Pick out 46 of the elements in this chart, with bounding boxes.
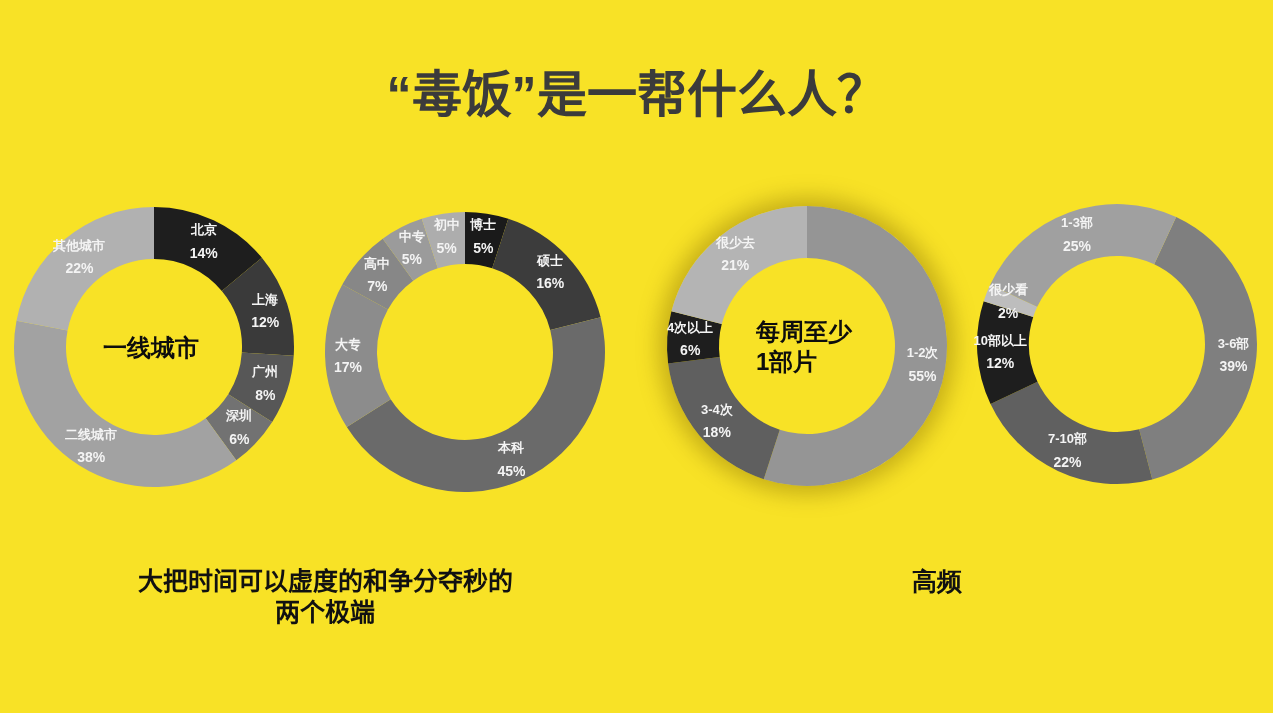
- data-label: 6%: [229, 430, 250, 447]
- slice-label: 二线城市: [65, 426, 118, 442]
- data-label: 14%: [189, 244, 219, 261]
- data-label: 17%: [334, 359, 363, 376]
- data-label: 38%: [77, 449, 106, 466]
- data-label: 2%: [997, 304, 1019, 321]
- slice-label: 中专: [398, 228, 425, 244]
- slice-label: 3-4次: [700, 401, 734, 417]
- data-label: 55%: [908, 367, 938, 384]
- data-label: 5%: [473, 239, 494, 256]
- data-label: 5%: [401, 251, 423, 268]
- slice-label: 深圳: [225, 408, 253, 424]
- data-label: 22%: [1053, 453, 1083, 470]
- data-label: 18%: [702, 424, 732, 441]
- text: 大把时间可以虚度的和争分夺秒的两个极端: [136, 566, 514, 628]
- data-label: 16%: [536, 275, 565, 292]
- slice-label: 1-2次: [906, 345, 940, 361]
- slice-label: 很少看: [987, 282, 1028, 298]
- slice-label: 广州: [251, 364, 279, 380]
- data-label: 39%: [1219, 358, 1249, 375]
- slice-label: 博士: [469, 217, 497, 233]
- data-label: 12%: [986, 355, 1015, 372]
- slice-label: 3-6部: [1217, 335, 1250, 351]
- data-label: 25%: [1062, 237, 1092, 254]
- slice-label: 本科: [497, 440, 525, 456]
- text: 每周至少1部片: [755, 317, 853, 375]
- data-label: 12%: [251, 314, 280, 331]
- slice-label: 初中: [432, 217, 460, 233]
- slice-label: 硕士: [536, 252, 564, 268]
- data-label: 21%: [721, 257, 750, 274]
- data-label: 45%: [497, 462, 527, 479]
- slice-label: 7-10部: [1048, 431, 1088, 447]
- data-label: 22%: [65, 260, 94, 277]
- slice-label: 北京: [189, 222, 217, 238]
- data-label: 6%: [680, 342, 701, 359]
- data-label: 5%: [436, 239, 458, 256]
- text: “毒饭”是一帮什么人？: [385, 66, 888, 125]
- slice-label: 1-3部: [1061, 215, 1093, 231]
- slice-label: 上海: [251, 291, 279, 307]
- text: 一线城市: [103, 333, 199, 361]
- data-label: 8%: [255, 386, 276, 403]
- text: 高频: [911, 566, 963, 597]
- slice-label: 高中: [364, 255, 391, 271]
- slice-label: 大专: [335, 336, 362, 352]
- slice-label: 很少去: [714, 234, 755, 250]
- data-label: 7%: [367, 278, 388, 295]
